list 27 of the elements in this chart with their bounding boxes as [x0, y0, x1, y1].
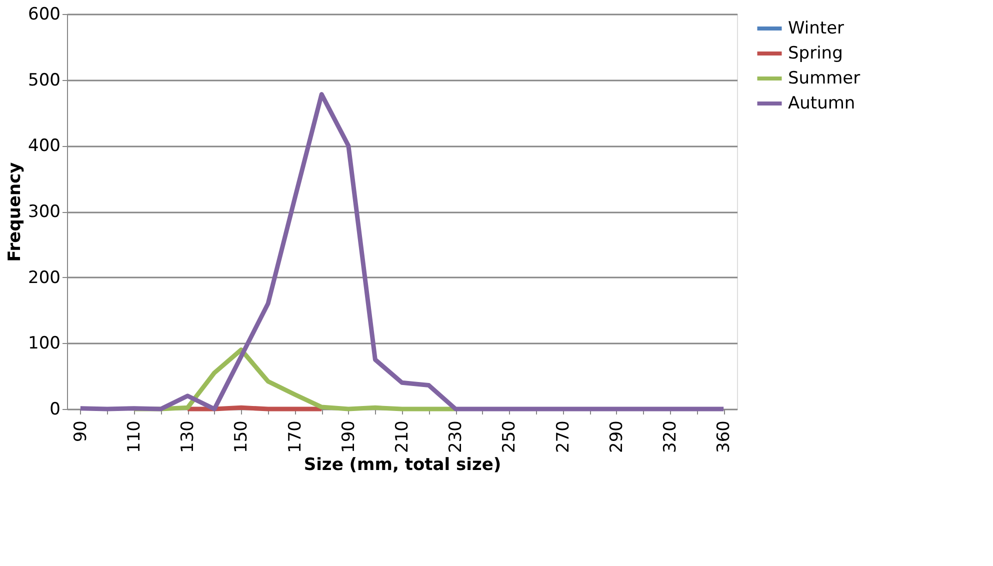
legend-label: Spring	[788, 44, 843, 64]
y-tick-label: 0	[50, 400, 60, 420]
legend-label: Winter	[788, 18, 844, 38]
x-tick-label: 210	[392, 420, 412, 453]
y-tick-label: 600	[28, 4, 60, 24]
y-tick-label: 300	[28, 202, 60, 222]
line-series	[78, 92, 726, 412]
x-tick-label: 360	[714, 420, 734, 453]
x-tick-label: 190	[338, 420, 359, 453]
legend-label: Autumn	[788, 94, 856, 114]
x-tick-label: 290	[606, 420, 627, 453]
x-tick-label: 150	[232, 420, 252, 453]
x-tick-label: 250	[500, 420, 520, 453]
legend-label: Summer	[788, 68, 860, 88]
x-tick-label: 90	[70, 420, 91, 442]
x-tick-label: 270	[553, 420, 574, 453]
x-tick-label: 110	[124, 420, 144, 453]
y-tick-label: 200	[28, 268, 60, 288]
x-tick-label: 320	[660, 420, 680, 453]
x-tick-label: 130	[178, 420, 198, 453]
x-axis-title: Size (mm, total size)	[304, 454, 502, 475]
y-axis-title: Frequency	[5, 162, 26, 262]
x-tick-label: 230	[446, 420, 466, 453]
y-tick-label: 400	[28, 136, 60, 156]
x-tick-label: 170	[285, 420, 306, 453]
y-tick-label: 100	[28, 334, 60, 354]
y-tick-label: 500	[28, 70, 60, 90]
